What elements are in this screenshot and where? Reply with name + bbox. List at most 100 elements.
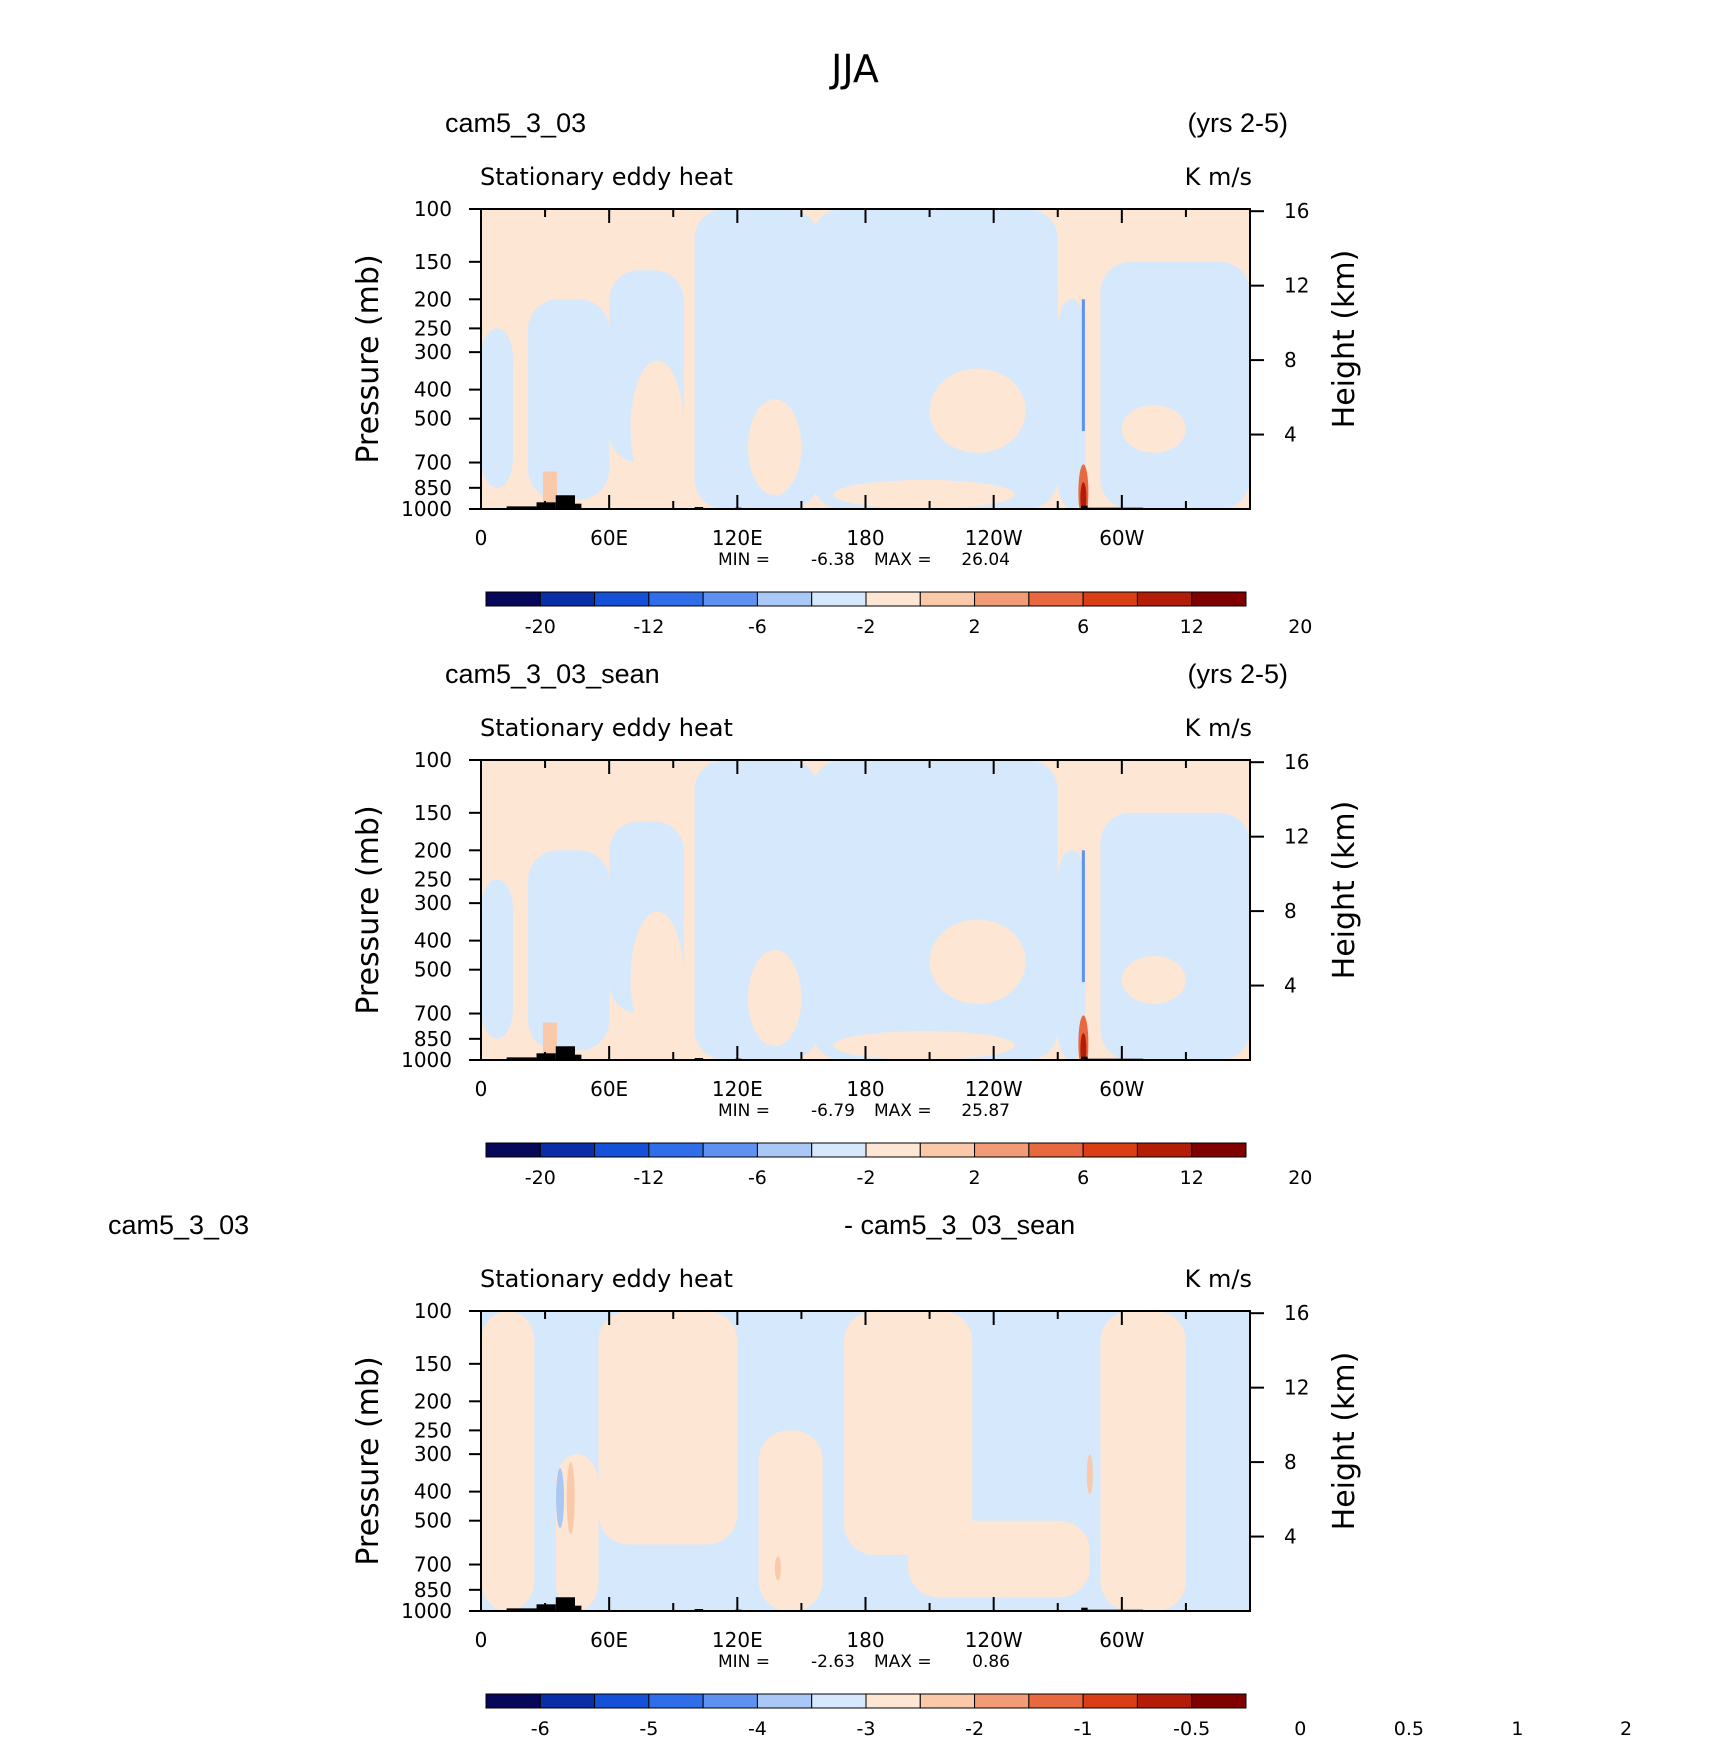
x-tick-label: 180 [846,1628,884,1652]
y-tick-right-label: 12 [1284,274,1309,298]
colorbar-box [702,1142,758,1158]
y-axis-label: Pressure (mb) [351,254,386,463]
contour-min [556,1467,565,1528]
x-tick-label: 60E [590,526,628,550]
topography [555,1597,575,1611]
topography [536,502,556,509]
colorbar-label: -2 [965,1718,984,1740]
topography [506,506,537,509]
colorbar-box [1028,1693,1084,1709]
y-tick-right-label: 12 [1284,1376,1309,1400]
y-axis-label: Pressure (mb) [351,1356,386,1565]
topography [555,1046,575,1060]
y-tick-label: 850 [414,1578,452,1602]
field-contours [481,209,1250,509]
contour-region [566,1461,575,1534]
colorbar-box [1191,1142,1247,1158]
topography [1081,1607,1088,1611]
colorbar-box [1082,1693,1138,1709]
contour-region [758,1430,823,1611]
y-tick-right-label: 8 [1284,348,1297,372]
topography [536,1053,556,1060]
colorbar-box [865,1693,921,1709]
y-tick-label: 250 [414,1418,452,1442]
y-tick-label: 300 [414,891,452,915]
colorbar-box [1136,1142,1193,1158]
colorbar-box [539,1693,596,1709]
min-label: MIN = [718,1101,770,1121]
contour-min [1081,299,1085,432]
y-axis-right-label: Height (km) [1327,801,1362,980]
y-tick-right-label: 4 [1284,974,1297,998]
colorbar-box [974,1142,1030,1158]
x-tick-label: 120W [965,1628,1023,1652]
y-tick-right-label: 16 [1284,1301,1309,1325]
colorbar-label: -6 [748,1167,767,1189]
y-tick-label: 850 [414,1027,452,1051]
colorbar-box [1028,1142,1084,1158]
contour-region [1057,299,1086,509]
contour-region [1057,850,1086,1060]
y-tick-label: 400 [414,1480,452,1504]
colorbar-label: 1 [1511,1718,1523,1740]
contour-region [481,328,514,488]
colorbar-label: 6 [1077,1167,1089,1189]
figure-title: JJA [829,47,879,91]
topography [570,1605,582,1611]
colorbar-box [702,1693,758,1709]
units-label: K m/s [1185,163,1252,191]
contour-region [630,360,684,496]
contour-region [481,1311,535,1611]
y-axis-right-label: Height (km) [1327,250,1362,429]
colorbar-box [648,1693,704,1709]
contour-region [1121,955,1186,1004]
colorbar-label: -6 [748,616,767,638]
colorbar-label: -20 [525,1167,556,1189]
x-tick-label: 120E [712,1077,763,1101]
contour-max [1080,1033,1087,1060]
x-tick-label: 60W [1099,526,1144,550]
max-label: MAX = [874,1652,932,1672]
contour-min [1081,850,1085,983]
colorbar-box [974,591,1030,607]
colorbar-box [811,591,867,607]
contour-region [630,911,684,1047]
colorbar-box [1191,1693,1247,1709]
colorbar-box [539,591,596,607]
y-tick-label: 150 [414,250,452,274]
y-tick-label: 200 [414,287,452,311]
x-tick-label: 120E [712,1628,763,1652]
topography [1081,505,1088,509]
y-tick-right-label: 8 [1284,899,1297,923]
x-tick-label: 120W [965,526,1023,550]
max-value: 26.04 [961,550,1010,570]
y-tick-label: 500 [414,407,452,431]
field-contours [481,1311,1250,1611]
colorbar-box [1082,591,1138,607]
contour-region [542,471,557,509]
colorbar-box [485,591,541,607]
y-tick-label: 1000 [401,1599,452,1623]
colorbar-box [485,1693,541,1709]
topography [506,1608,537,1611]
chart-panel-1: cam5_3_03 (yrs 2-5) Stationary eddy heat K … [351,108,1362,638]
colorbar-box [756,1142,813,1158]
colorbar-label: -2 [857,1167,876,1189]
x-tick-label: 120E [712,526,763,550]
colorbar-label: -2 [857,616,876,638]
colorbar-box [919,1693,976,1709]
min-value: -2.63 [811,1652,855,1672]
contour-region [1121,404,1186,453]
x-tick-label: 0 [475,1077,488,1101]
colorbar-box [485,1142,541,1158]
colorbar-box [811,1142,867,1158]
y-tick-label: 150 [414,1352,452,1376]
colorbar-box [811,1693,867,1709]
colorbar-box [865,591,921,607]
colorbar-box [1136,1693,1193,1709]
y-tick-right-label: 8 [1284,1450,1297,1474]
y-tick-label: 1000 [401,497,452,521]
colorbar-box [594,591,650,607]
y-tick-label: 500 [414,1509,452,1533]
colorbar-box [919,1142,976,1158]
